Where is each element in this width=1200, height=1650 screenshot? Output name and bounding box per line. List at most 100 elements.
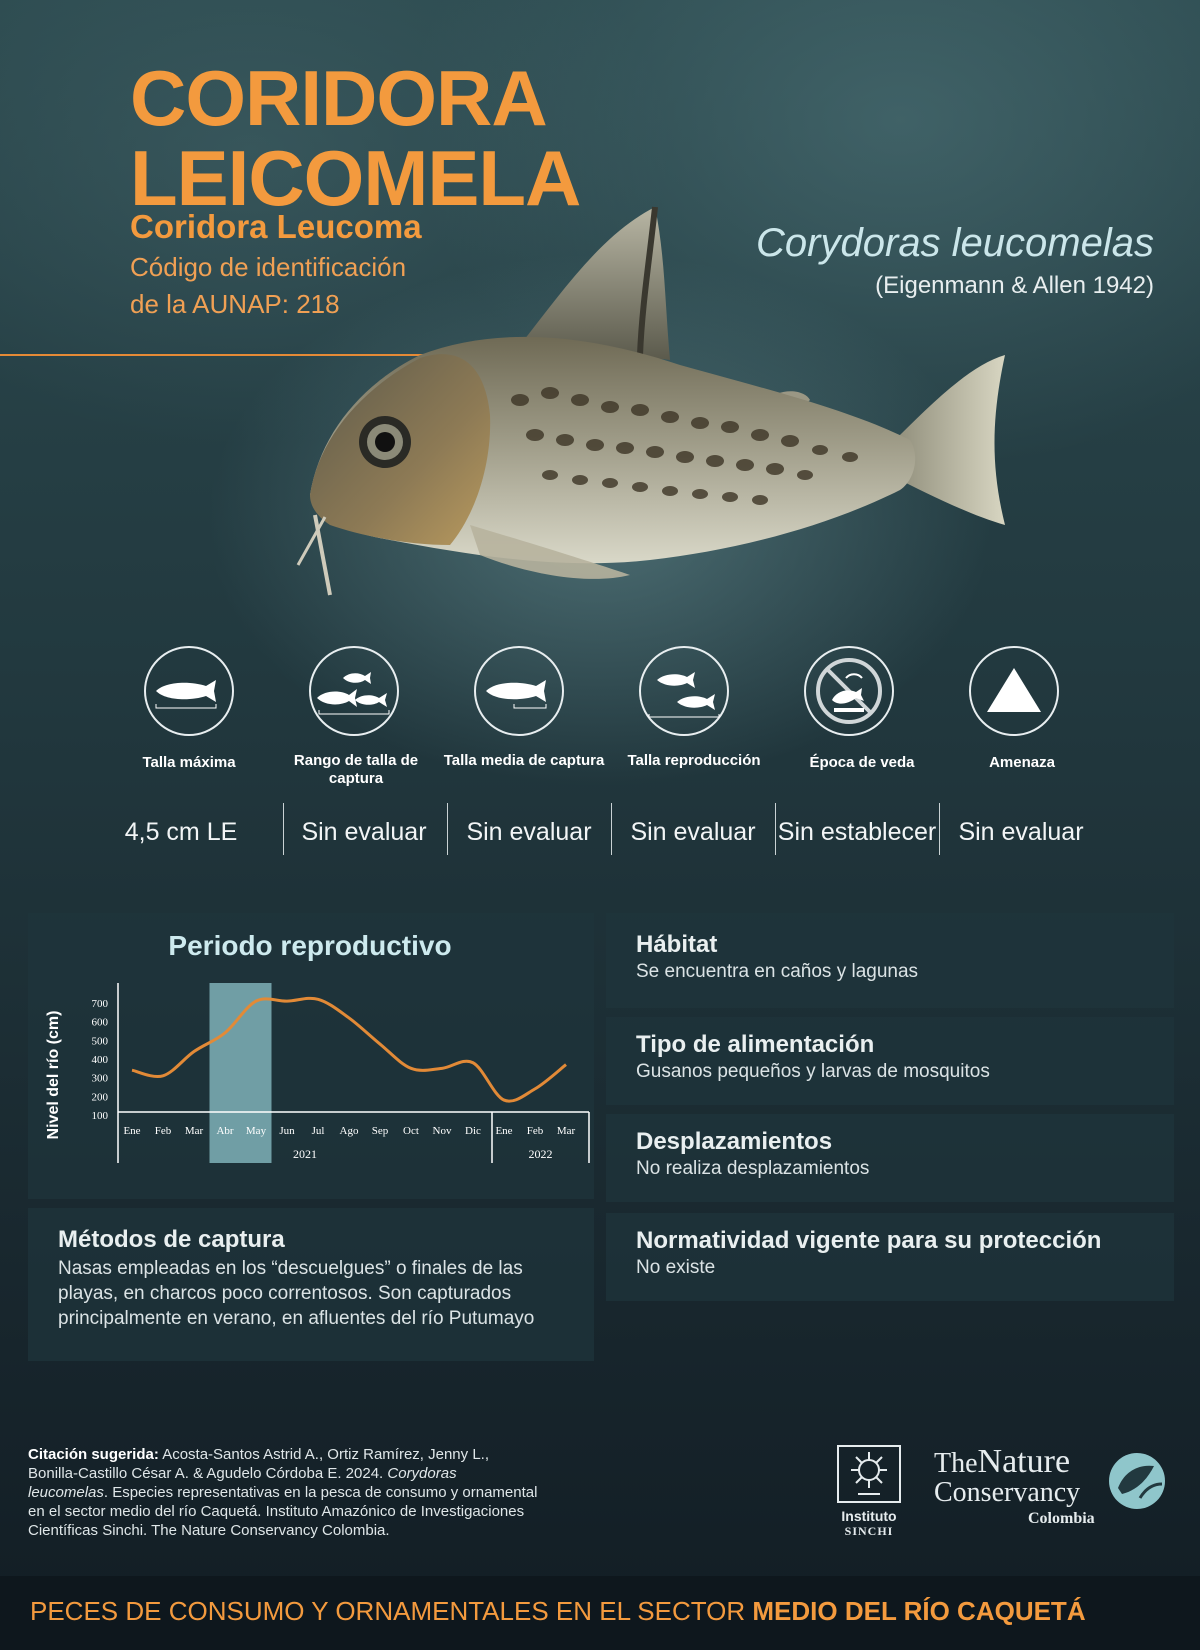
capture-methods-title: Métodos de captura	[58, 1226, 285, 1253]
river-level-chart: 700 600 500 400 300 200 100 Nivel del río (cm) E…	[45, 983, 590, 1163]
x-tick-label: Ene	[123, 1125, 140, 1137]
stat-label-mean-capture: Talla media de captura	[443, 752, 605, 769]
sinchi-line-1: Instituto	[841, 1508, 897, 1524]
year-label: 2021	[293, 1147, 317, 1161]
capture-methods-line-3: principalmente en verano, en afluentes d…	[58, 1308, 535, 1329]
stat-label-closed-season: Época de veda	[809, 754, 915, 771]
title-line-1: CORIDORA	[130, 54, 548, 142]
aunap-code-line-2: de la AUNAP: 218	[130, 289, 340, 319]
y-tick-label: 600	[92, 1017, 109, 1029]
x-tick-label: Abr	[216, 1125, 233, 1137]
capture-methods-line-2: playas, en charcos poco correntosos. Son…	[58, 1283, 512, 1304]
citation-line-3: . Especies representativas en la pesca d…	[103, 1484, 538, 1501]
stat-divider	[283, 803, 284, 855]
tnc-nature: Nature	[977, 1443, 1071, 1480]
stat-label-threat: Amenaza	[989, 754, 1055, 771]
sinchi-emblem-icon	[837, 1445, 901, 1503]
y-tick-label: 500	[92, 1035, 109, 1047]
fish-measure-icon	[474, 646, 564, 736]
citation-label: Citación sugerida:	[28, 1446, 159, 1463]
tnc-conservancy: Conservancy	[934, 1477, 1081, 1508]
fish-photo	[296, 206, 1005, 596]
stat-value-closed-season: Sin establecer	[777, 818, 937, 846]
habitat-title: Hábitat	[636, 931, 718, 958]
stat-divider	[611, 803, 612, 855]
x-tick-label: Sep	[372, 1125, 389, 1137]
regulation-panel: Normatividad vigente para su protección …	[606, 1213, 1174, 1301]
title-line-2: LEICOMELA	[130, 134, 581, 222]
sinchi-line-2: SINCHI	[844, 1524, 894, 1538]
movement-panel: Desplazamientos No realiza desplazamient…	[606, 1114, 1174, 1202]
citation-line-4: en el sector medio del río Caquetá. Inst…	[28, 1503, 525, 1520]
tnc-country: Colombia	[1028, 1510, 1095, 1527]
y-tick-label: 700	[92, 998, 109, 1010]
x-tick-label: Jul	[312, 1125, 325, 1137]
y-tick-label: 300	[92, 1073, 109, 1085]
citation-line-5: Científicas Sinchi. The Nature Conservan…	[28, 1522, 390, 1539]
river-level-line	[131, 996, 567, 1103]
y-tick-label: 200	[92, 1091, 109, 1103]
footer-text: PECES DE CONSUMO Y ORNAMENTALES EN EL SE…	[30, 1596, 1086, 1627]
stat-divider	[447, 803, 448, 855]
tnc-logo: TheNature Conservancy Colombia	[934, 1445, 1174, 1538]
feeding-panel: Tipo de alimentación Gusanos pequeños y …	[606, 1017, 1174, 1105]
reproductive-period-panel	[28, 913, 594, 1199]
scientific-name: Corydoras leucomelas	[756, 221, 1154, 265]
citation: Citación sugerida: Acosta-Santos Astrid …	[28, 1445, 618, 1540]
x-tick-label: Jun	[279, 1125, 295, 1137]
stat-divider	[775, 803, 776, 855]
stat-value-mean-capture: Sin evaluar	[466, 818, 592, 846]
stat-divider	[939, 803, 940, 855]
capture-methods-line-1: Nasas empleadas en los “descuelgues” o f…	[58, 1258, 523, 1279]
citation-line-2-italic: Corydoras	[387, 1465, 457, 1482]
y-tick-label: 400	[92, 1054, 109, 1066]
header-divider	[0, 354, 470, 356]
x-tick-label: Mar	[557, 1125, 576, 1137]
aunap-code-line-1: Código de identificación	[130, 252, 407, 282]
stat-label-capture-range: Rango de talla de captura	[293, 752, 419, 787]
tnc-leaf-globe-icon	[1109, 1453, 1165, 1509]
x-tick-label: May	[246, 1125, 267, 1137]
x-tick-label: Mar	[185, 1125, 204, 1137]
chart-title: Periodo reproductivo	[168, 930, 452, 961]
habitat-panel: Hábitat Se encuentra en caños y lagunas	[606, 913, 1174, 1008]
citation-line-3-italic: leucomelas	[28, 1484, 104, 1501]
citation-line-1: Acosta-Santos Astrid A., Ortiz Ramírez, …	[162, 1446, 489, 1463]
feeding-text: Gusanos pequeños y larvas de mosquitos	[636, 1061, 990, 1082]
common-name: Coridora Leucoma	[130, 208, 422, 245]
fish-group-icon	[309, 646, 399, 736]
stat-label-reproduction-size: Talla reproducción	[627, 752, 761, 769]
footer-text-bold: MEDIO DEL RÍO CAQUETÁ	[752, 1596, 1086, 1626]
x-tick-label: Ene	[495, 1125, 512, 1137]
single-fish-icon	[144, 646, 234, 736]
x-tick-label: Ago	[340, 1125, 359, 1137]
capture-methods-panel: Métodos de captura Nasas empleadas en lo…	[28, 1208, 594, 1361]
x-tick-label: Feb	[527, 1125, 544, 1137]
footer-text-regular: PECES DE CONSUMO Y ORNAMENTALES EN EL SE…	[30, 1596, 753, 1626]
citation-line-2: Bonilla-Castillo César A. & Agudelo Córd…	[28, 1465, 384, 1482]
habitat-text: Se encuentra en caños y lagunas	[636, 961, 919, 982]
species-author: (Eigenmann & Allen 1942)	[875, 272, 1154, 299]
y-tick-label: 100	[92, 1110, 109, 1122]
movement-text: No realiza desplazamientos	[636, 1158, 870, 1179]
x-tick-label: Dic	[465, 1125, 481, 1137]
sinchi-logo: Instituto SINCHI	[836, 1444, 902, 1538]
regulation-title: Normatividad vigente para su protección	[636, 1227, 1102, 1254]
stat-label-max-size: Talla máxima	[142, 754, 236, 771]
year-label: 2022	[529, 1147, 553, 1161]
x-tick-label: Oct	[403, 1125, 419, 1137]
footer-band	[0, 1576, 1200, 1650]
reproductive-highlight-band	[209, 983, 272, 1163]
no-fishing-icon	[804, 646, 894, 736]
movement-title: Desplazamientos	[636, 1128, 833, 1155]
warning-triangle-icon	[969, 646, 1059, 736]
stat-value-threat: Sin evaluar	[958, 818, 1084, 846]
tnc-the: The	[934, 1448, 978, 1479]
feeding-title: Tipo de alimentación	[636, 1031, 875, 1058]
stat-value-max-size: 4,5 cm LE	[124, 818, 238, 846]
fish-pair-icon	[639, 646, 729, 736]
x-tick-label: Nov	[433, 1125, 452, 1137]
y-axis-label: Nivel del río (cm)	[45, 1011, 62, 1140]
stat-value-capture-range: Sin evaluar	[301, 818, 427, 846]
